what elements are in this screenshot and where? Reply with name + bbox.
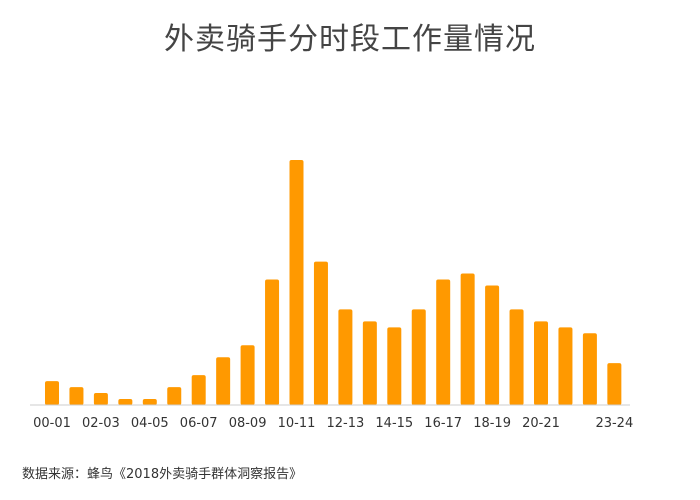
bars-group <box>45 160 622 405</box>
bar-22-23 <box>582 333 597 405</box>
source-note: 数据来源：蜂鸟《2018外卖骑手群体洞察报告》 <box>22 467 303 482</box>
bar-13-14 <box>362 321 377 405</box>
bar-23-24 <box>607 363 622 405</box>
bar-03-04 <box>118 399 133 405</box>
x-tick-label: 02-03 <box>82 416 120 431</box>
bar-06-07 <box>191 375 206 405</box>
bar-04-05 <box>142 399 157 405</box>
x-tick-labels: 00-01 02-03 04-05 06-07 08-09 10-11 12-13 14-15… <box>33 416 633 431</box>
bar-07-08 <box>216 357 231 405</box>
bar-10-11 <box>289 160 304 405</box>
x-tick-label: 20-21 <box>522 416 560 431</box>
x-tick-label: 14-15 <box>375 416 413 431</box>
bar-01-02 <box>69 387 84 405</box>
x-tick-label: 04-05 <box>131 416 169 431</box>
bar-21-22 <box>558 327 573 405</box>
bar-09-10 <box>265 279 280 405</box>
chart-title: 外卖骑手分时段工作量情况 <box>164 22 536 57</box>
x-tick-label: 08-09 <box>229 416 267 431</box>
bar-11-12 <box>313 261 328 405</box>
bar-15-16 <box>411 309 426 405</box>
x-tick-label: 12-13 <box>327 416 365 431</box>
x-tick-label: 10-11 <box>278 416 316 431</box>
x-tick-label: 23-24 <box>595 416 633 431</box>
bar-18-19 <box>485 285 500 405</box>
bar-05-06 <box>167 387 182 405</box>
x-tick-label: 18-19 <box>473 416 511 431</box>
bar-02-03 <box>93 393 108 405</box>
bar-12-13 <box>338 309 353 405</box>
bar-14-15 <box>387 327 402 405</box>
bar-00-01 <box>45 381 59 405</box>
bar-08-09 <box>240 345 255 405</box>
bar-16-17 <box>436 279 451 405</box>
bar-17-18 <box>460 273 475 405</box>
x-tick-label: 06-07 <box>180 416 218 431</box>
bar-20-21 <box>534 321 548 405</box>
x-tick-label: 16-17 <box>424 416 462 431</box>
bar-19-20 <box>509 309 524 405</box>
x-tick-label: 00-01 <box>33 416 71 431</box>
